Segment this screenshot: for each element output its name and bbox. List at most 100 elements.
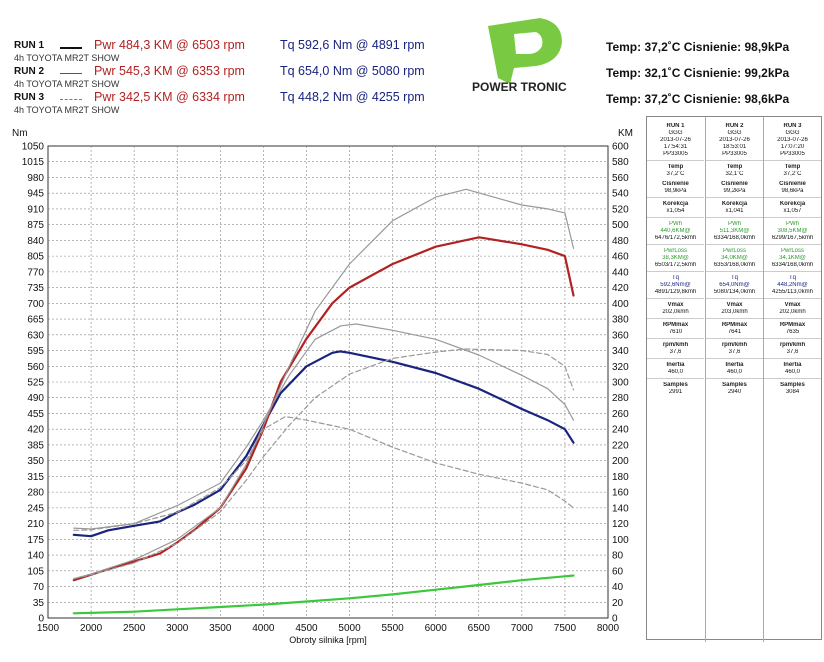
panel-rk-l: rpm/kmh [721,342,748,348]
panel-temp: 32,1˚C [725,171,744,177]
panel-tq-l: Tq [671,275,679,281]
panel-kor-l: Korekcja [721,201,748,207]
panel-rpm-l: RPMmax [779,322,806,328]
run3-legend-line [60,99,82,100]
y-right-tick-label: 100 [612,535,629,546]
panel-tq: 592,6Nm@ [660,282,691,288]
series-line-5 [73,416,575,531]
logo-text: POWER TRONIC [472,80,567,94]
y-left-tick-label: 875 [27,220,44,231]
run1-env: Temp: 37,2˚C Cisnienie: 98,9kPa [606,40,790,54]
panel-separator [647,271,704,272]
y-left-tick-label: 525 [27,378,44,389]
panel-in: 460,0 [784,369,800,375]
y-left-tick-label: 980 [27,173,44,184]
y-right-tick-label: 160 [612,488,629,499]
panel-in-l: Inertia [666,362,685,368]
y-right-tick-label: 220 [612,440,629,451]
y-left-tick-label: 1050 [22,142,45,153]
panel-cis-l: Cisnienie [721,181,748,187]
panel-time: 18:53:01 [722,144,747,150]
panel-kor-l: Korekcja [779,201,806,207]
panel-run: RUN 2 [725,123,744,129]
panel-date: 2013-07-26 [660,137,691,143]
panel-separator [764,271,821,272]
y-right-tick-label: 180 [612,472,629,483]
run2-power: Pwr 545,3 KM @ 6353 rpm [94,64,245,78]
x-tick-label: 4000 [252,623,275,634]
x-tick-label: 7000 [511,623,534,634]
y-left-tick-label: 595 [27,346,44,357]
panel-tq-l: Tq [788,275,796,281]
panel-run: RUN 1 [666,123,685,129]
panel-id: PP33005 [722,151,747,157]
panel-cis-l: Cisnienie [662,181,689,187]
y-right-tick-label: 440 [612,267,629,278]
y-right-tick-label: 560 [612,173,629,184]
panel-name: GGG [727,130,742,136]
y-right-tick-label: 380 [612,315,629,326]
panel-vmax-l: Vmax [726,302,743,308]
run3-env: Temp: 37,2˚C Cisnienie: 98,6kPa [606,92,790,106]
run3-power: Pwr 342,5 KM @ 6334 rpm [94,90,245,104]
x-tick-label: 3000 [166,623,189,634]
x-tick-label: 2500 [123,623,146,634]
dyno-chart: 1500 2000 2500 3000 3500 4000 4500 5000 5500 6000… [12,128,633,645]
panel-separator [764,244,821,245]
panel-ploss-l: PwrLoss [722,248,746,254]
panel-pwh-l: PWh [727,221,741,227]
panel-ploss: 34,1KM@ [779,255,806,261]
run3-torque: Tq 448,2 Nm @ 4255 rpm [280,90,425,104]
panel-ploss2: 6503/172,5kmh [654,262,697,268]
panel-temp-l: Temp [784,164,801,170]
panel-rpm-l: RPMmax [662,322,689,328]
panel-tq: 448,2Nm@ [777,282,808,288]
panel-separator [647,160,704,161]
x-tick-label: 5500 [381,623,404,634]
run2-env: Temp: 32,1˚C Cisnienie: 99,2kPa [606,66,790,80]
panel-cis: 99,2kPa [723,188,746,194]
panel-separator [706,358,763,359]
y-right-tick-label: 340 [612,346,629,357]
panel-s: 3084 [785,389,800,395]
panel-ploss2: 6353/168,0kmh [713,262,756,268]
y-left-tick-label: 0 [38,614,44,625]
x-tick-label: 6000 [425,623,448,634]
y-left-tick-label: 700 [27,299,44,310]
panel-in-l: Inertia [725,362,744,368]
y-left-tick-label: 420 [27,425,44,436]
panel-ploss2: 6334/168,0kmh [771,262,814,268]
x-tick-label: 6500 [468,623,491,634]
panel-separator [706,298,763,299]
panel-pwh2: 6476/172,5kmh [654,235,697,241]
panel-run: RUN 3 [783,123,802,129]
panel-separator [764,160,821,161]
y-right-tick-label: 360 [612,330,629,341]
run1-label: RUN 1 [14,40,45,51]
panel-separator [764,338,821,339]
series-line-3 [73,323,575,530]
panel-separator [647,197,704,198]
panel-column-run3: RUN 3 GGG 2013-07-26 17:07:20 PP33005 Temp 37,… [763,117,821,642]
y-left-tick-label: 350 [27,456,44,467]
run1-torque: Tq 592,6 Nm @ 4891 rpm [280,38,425,52]
x-tick-label: 1500 [37,623,60,634]
panel-rk-l: rpm/kmh [779,342,806,348]
panel-rpm-l: RPMmax [721,322,748,328]
panel-separator [706,244,763,245]
panel-separator [647,244,704,245]
y-right-tick-label: 40 [612,582,624,593]
y-right-tick-label: 480 [612,236,629,247]
y-right-tick-label: 500 [612,220,629,231]
y-right-tick-label: 400 [612,299,629,310]
panel-separator [706,197,763,198]
y-left-tick-label: 315 [27,472,44,483]
run1-legend-line [60,47,82,49]
panel-ploss: 38,3KM@ [662,255,689,261]
panel-pwh-l: PWh [668,221,682,227]
run1-vehicle: 4h TOYOTA MR2T SHOW [14,53,120,63]
panel-name: GGG [668,130,683,136]
panel-in: 460,0 [667,369,683,375]
panel-in-l: Inertia [783,362,802,368]
run2-vehicle: 4h TOYOTA MR2T SHOW [14,79,120,89]
